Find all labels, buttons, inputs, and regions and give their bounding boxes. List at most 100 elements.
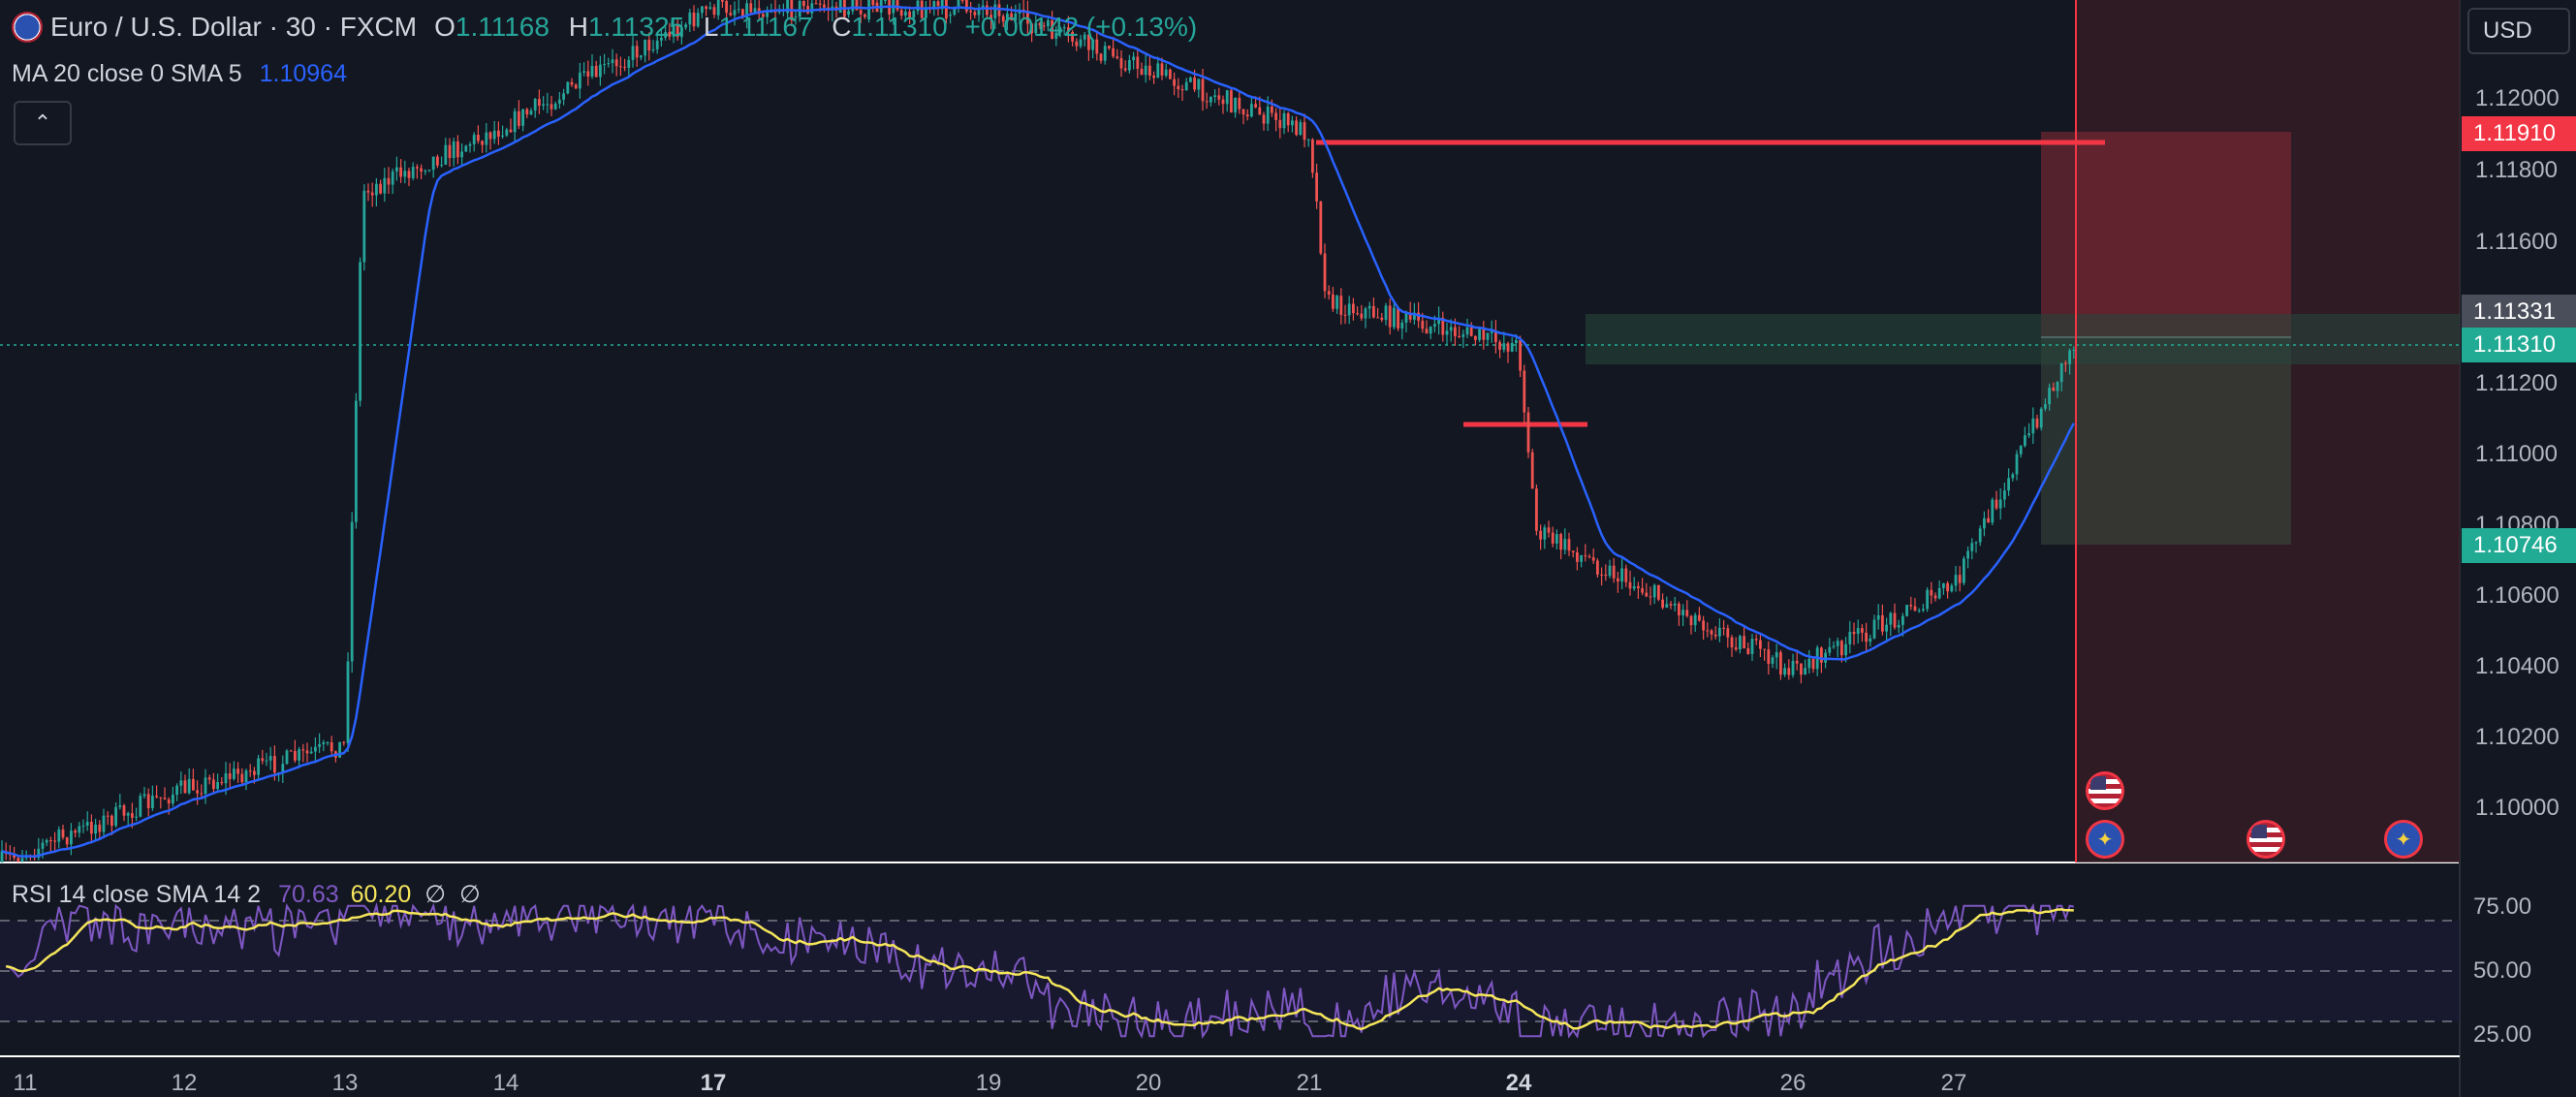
candle-body [586, 71, 590, 77]
price-tick: 1.11000 [2475, 441, 2558, 467]
candle-body [518, 110, 520, 126]
candle-body [1804, 668, 1806, 675]
candle-body [1478, 329, 1481, 340]
candle-body [236, 768, 239, 774]
candle-body [867, 0, 870, 20]
candle-body [2048, 387, 2051, 405]
stop-loss-zone[interactable] [2041, 132, 2291, 337]
candle-body [745, 3, 748, 18]
candle-body [2068, 350, 2071, 364]
candle-body [1482, 329, 1486, 340]
candle-body [13, 855, 16, 859]
candle-body [1539, 530, 1542, 540]
resistance-zone[interactable] [1586, 314, 2460, 364]
candle-body [990, 15, 992, 19]
candle-body [289, 750, 293, 752]
candle-body [1474, 335, 1477, 340]
candle-body [90, 822, 93, 834]
candle-body [1384, 305, 1388, 321]
candle-body [1299, 122, 1303, 136]
candle-body [558, 99, 561, 104]
candle-body [553, 103, 557, 110]
price-tick: 1.11200 [2475, 370, 2558, 396]
candle-body [1262, 114, 1266, 124]
candle-body [660, 37, 663, 41]
target-price-tag[interactable]: 1.10746 [2462, 528, 2576, 563]
eu-flag-icon[interactable] [2384, 820, 2423, 859]
collapse-legend-button[interactable]: ⌃ [14, 101, 72, 145]
candle-body [940, 0, 944, 10]
candle-body [981, 5, 985, 9]
candle-body [281, 764, 285, 773]
candle-body [240, 773, 244, 783]
candle-body [1266, 107, 1270, 124]
candle-body [607, 63, 611, 65]
candle-body [1922, 609, 1925, 611]
candle-body [1160, 63, 1164, 77]
candle-body [1119, 57, 1123, 69]
candle-body [1523, 370, 1526, 413]
candle-body [1437, 317, 1440, 325]
candle-body [314, 746, 317, 752]
rsi-tick: 50.00 [2473, 957, 2532, 984]
candle-body [1026, 11, 1029, 24]
candle-body [672, 24, 675, 37]
candle-body [1726, 628, 1730, 638]
candle-body [1254, 104, 1257, 108]
time-tick: 21 [1296, 1070, 1323, 1096]
candle-body [65, 837, 69, 845]
candle-body [172, 795, 174, 804]
candle-body [407, 171, 411, 178]
stop-price-tag[interactable]: 1.11910 [2462, 116, 2576, 151]
candle-body [871, 0, 875, 6]
candle-body [420, 168, 423, 172]
entry-price-tag[interactable]: 1.11331 [2462, 295, 2576, 329]
candle-body [212, 779, 215, 790]
candle-body [1075, 41, 1079, 47]
candle-body [1213, 95, 1216, 97]
candle-body [98, 824, 102, 832]
candle-body [1970, 543, 1974, 551]
candle-body [1844, 643, 1847, 656]
last-price-tag[interactable]: 1.11310 [2462, 328, 2576, 362]
time-tick: 19 [975, 1070, 1002, 1096]
us-flag-icon[interactable] [2086, 771, 2124, 810]
rsi-extra-2: ∅ [459, 881, 481, 908]
candle-body [753, 8, 757, 13]
candle-body [696, 13, 700, 27]
candle-body [175, 785, 178, 796]
rsi-legend[interactable]: RSI 14 close SMA 14 2 70.63 60.20 ∅ ∅ [12, 880, 481, 909]
candle-body [1865, 632, 1868, 643]
candle-body [1530, 452, 1534, 489]
candle-body [1930, 589, 1933, 596]
candle-body [1820, 647, 1823, 663]
candle-body [786, 0, 789, 14]
candle-body [1429, 327, 1432, 334]
candle-body [1713, 634, 1717, 637]
take-profit-zone[interactable] [2041, 337, 2291, 545]
symbol-legend[interactable]: Euro / U.S. Dollar · 30 · FXCM O1.11168 … [12, 12, 1197, 43]
ma-legend[interactable]: MA 20 close 0 SMA 5 1.10964 [12, 60, 347, 88]
candle-body [142, 794, 146, 797]
eu-flag-icon[interactable] [2086, 820, 2124, 859]
candle-body [1380, 317, 1384, 321]
candle-body [1128, 60, 1131, 71]
candle-body [2027, 433, 2030, 436]
candle-body [729, 13, 733, 16]
candle-body [379, 183, 382, 194]
candle-body [1811, 658, 1815, 670]
candle-body [513, 110, 517, 133]
candle-body [81, 825, 85, 827]
candle-body [668, 32, 672, 37]
candle-body [53, 840, 56, 842]
candle-body [1112, 47, 1115, 57]
time-tick: 26 [1779, 1070, 1806, 1096]
candle-body [1047, 19, 1050, 27]
candle-body [1397, 307, 1399, 329]
candle-body [1706, 630, 1710, 632]
us-flag-icon[interactable] [2246, 820, 2285, 859]
currency-button[interactable]: USD [2467, 8, 2570, 54]
candle-body [1079, 39, 1083, 47]
candle-body [1339, 296, 1343, 315]
